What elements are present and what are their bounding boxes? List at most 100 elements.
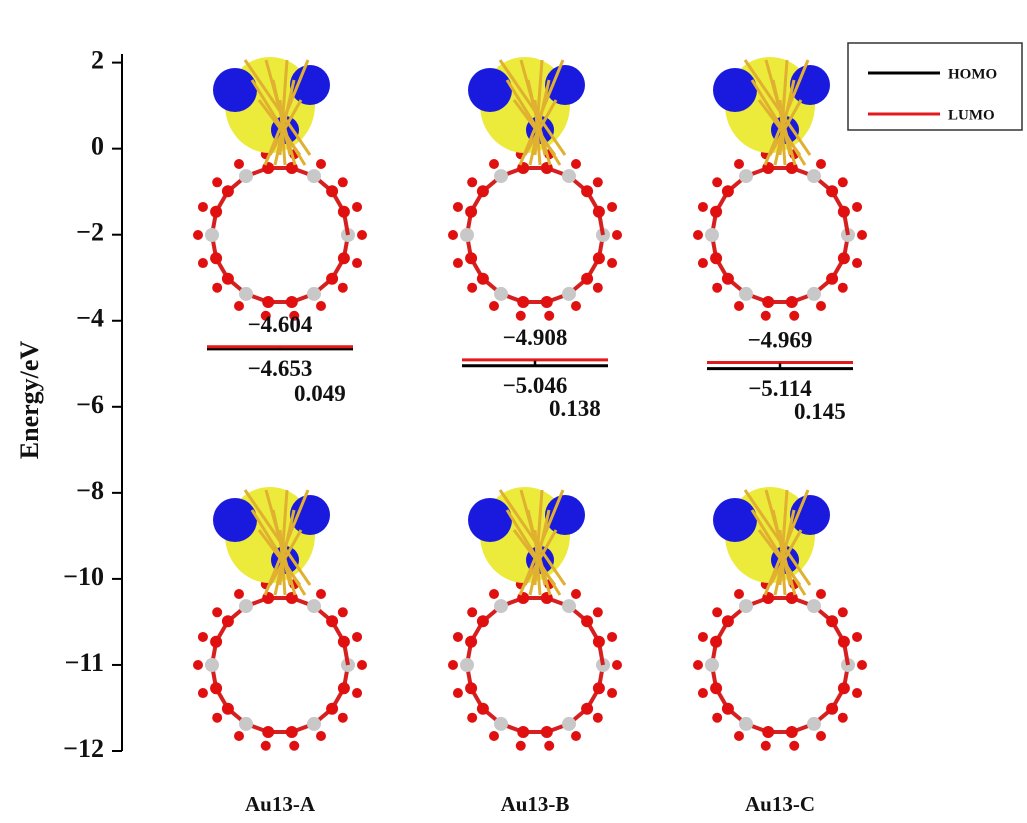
atom <box>571 731 581 741</box>
atom <box>262 296 274 308</box>
atom <box>734 159 744 169</box>
homo-label: −5.046 <box>503 373 568 398</box>
atom <box>222 615 234 627</box>
atom <box>516 311 526 321</box>
atom <box>205 228 219 242</box>
atom <box>593 636 605 648</box>
atom <box>494 599 508 613</box>
atom <box>467 713 477 723</box>
atom <box>571 589 581 599</box>
category-label: Au13-C <box>745 792 815 816</box>
atom <box>205 658 219 672</box>
y-tick-label: −8 <box>76 476 104 505</box>
atom <box>352 688 362 698</box>
atom <box>807 287 821 301</box>
atom <box>734 731 744 741</box>
atom <box>316 731 326 741</box>
atom <box>562 717 576 731</box>
legend-label: HOMO <box>948 66 997 82</box>
atom <box>612 230 622 240</box>
atom <box>722 703 734 715</box>
atom <box>739 717 753 731</box>
atom <box>722 185 734 197</box>
y-tick-label: −6 <box>76 390 104 419</box>
atom <box>852 632 862 642</box>
orbital <box>213 68 257 112</box>
atom <box>807 717 821 731</box>
atom <box>739 599 753 613</box>
atom <box>826 703 838 715</box>
atom <box>712 177 722 187</box>
atom <box>453 258 463 268</box>
atom <box>338 636 350 648</box>
atom <box>338 206 350 218</box>
atom <box>234 159 244 169</box>
atom <box>210 636 222 648</box>
atom <box>198 632 208 642</box>
atom <box>307 287 321 301</box>
y-axis-label: Energy/eV <box>15 341 44 460</box>
atom <box>593 206 605 218</box>
atom <box>789 311 799 321</box>
orbital <box>468 498 512 542</box>
atom <box>467 607 477 617</box>
atom <box>212 177 222 187</box>
atom <box>239 599 253 613</box>
atom <box>316 589 326 599</box>
atom <box>816 301 826 311</box>
orbital <box>713 68 757 112</box>
legend <box>848 43 1022 130</box>
atom <box>338 607 348 617</box>
atom <box>722 273 734 285</box>
chart: Energy/eV 20−2−4−6−8−10−11−12Au13-A−4.60… <box>0 0 1027 823</box>
atom <box>357 230 367 240</box>
atom <box>852 202 862 212</box>
atom <box>710 206 722 218</box>
atom <box>357 660 367 670</box>
atom <box>816 159 826 169</box>
atom <box>352 202 362 212</box>
atom <box>326 273 338 285</box>
atom <box>541 726 553 738</box>
atom <box>826 185 838 197</box>
legend-label: LUMO <box>948 107 995 123</box>
atom <box>326 615 338 627</box>
atom <box>338 713 348 723</box>
homo-label: −5.114 <box>748 376 812 401</box>
atom <box>338 177 348 187</box>
atom <box>307 717 321 731</box>
atom <box>826 273 838 285</box>
atom <box>581 273 593 285</box>
atom <box>607 688 617 698</box>
atom <box>607 632 617 642</box>
atom <box>517 296 529 308</box>
atom <box>857 660 867 670</box>
atom <box>477 703 489 715</box>
atom <box>826 615 838 627</box>
orbital <box>790 495 830 535</box>
atom <box>698 632 708 642</box>
atom <box>698 202 708 212</box>
atom <box>786 296 798 308</box>
atom <box>448 230 458 240</box>
atom <box>307 169 321 183</box>
y-tick-label: −11 <box>65 648 104 677</box>
lumo-label: −4.969 <box>748 328 813 353</box>
atom <box>494 169 508 183</box>
atom <box>838 607 848 617</box>
orbital <box>545 495 585 535</box>
orbital <box>468 68 512 112</box>
atom <box>352 632 362 642</box>
atom <box>852 688 862 698</box>
atom <box>712 283 722 293</box>
atom <box>541 296 553 308</box>
orbital <box>790 65 830 105</box>
atom <box>316 159 326 169</box>
atom <box>222 185 234 197</box>
atom <box>338 682 350 694</box>
atom <box>607 202 617 212</box>
atom <box>467 177 477 187</box>
atom <box>562 599 576 613</box>
gap-label: 0.049 <box>294 381 346 406</box>
atom <box>198 202 208 212</box>
